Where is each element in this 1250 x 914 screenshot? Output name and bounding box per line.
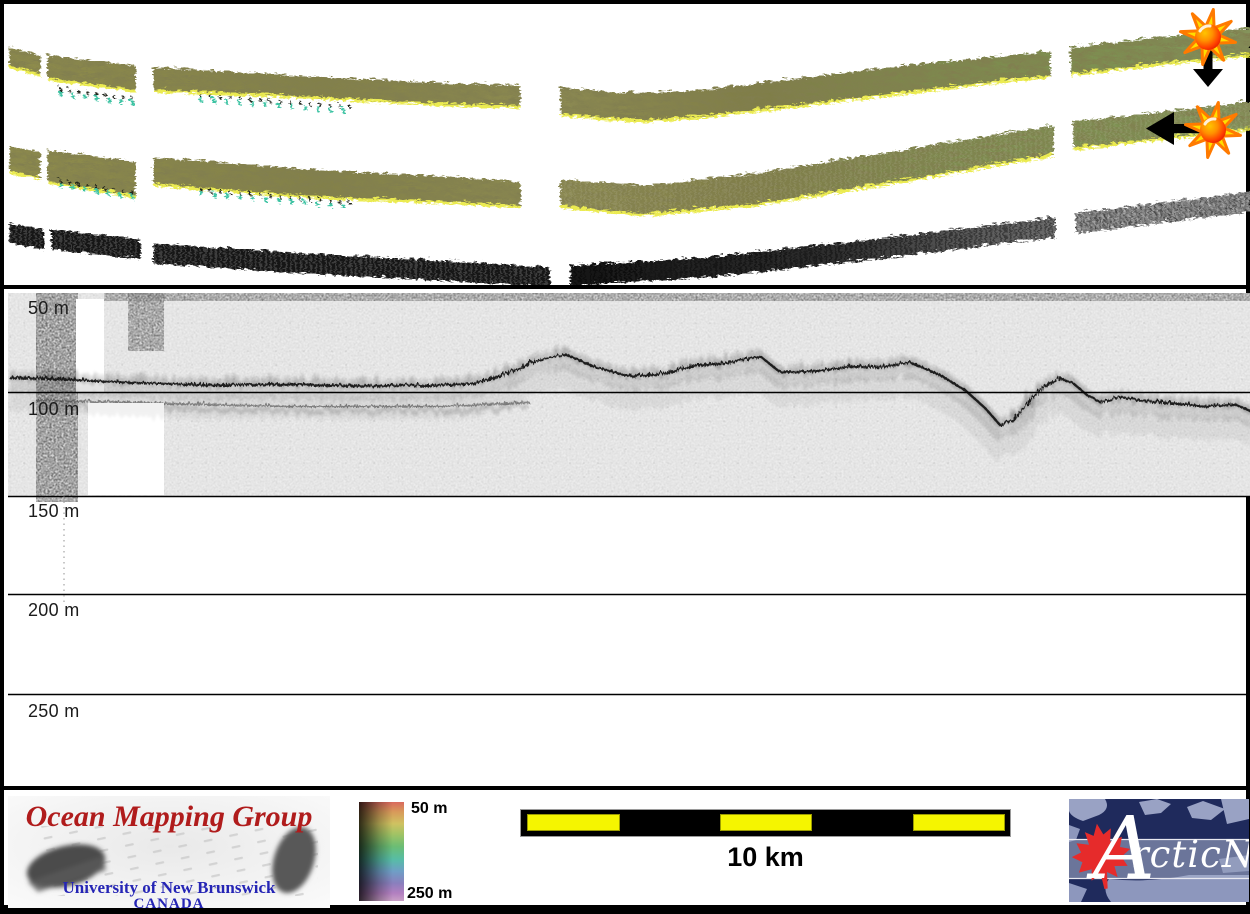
swath-map-graphic — [8, 8, 1250, 286]
scale-bar — [520, 809, 1011, 837]
scale-bar-segment — [913, 814, 1005, 831]
depth-label-50m: 50 m — [28, 298, 70, 318]
sun-illumination-icon-2 — [1146, 95, 1248, 165]
bathymetry-swath-track-2 — [8, 100, 1250, 215]
left-arrow-icon — [1146, 112, 1174, 145]
bathymetry-swath-track-1 — [8, 26, 1250, 121]
arcticnet-initial: A — [1093, 799, 1156, 899]
subbottom-profile-panel: 50 m 100 m 150 m 200 m 250 m — [0, 285, 1250, 790]
swath-map-panel — [0, 0, 1250, 289]
arcticnet-map-background — [1069, 799, 1249, 902]
arcticnet-name: rcticNet — [1131, 833, 1249, 876]
depth-colorbar — [359, 802, 404, 901]
noise-column-2 — [128, 293, 164, 351]
depth-label-200m: 200 m — [28, 600, 80, 620]
data-gap — [88, 403, 164, 495]
sonar-shadow-right — [272, 827, 316, 893]
colorbar-top-label: 50 m — [411, 800, 448, 817]
sun-illumination-icon-1 — [1173, 8, 1243, 87]
depth-label-250m: 250 m — [28, 701, 80, 721]
omg-logo: Ocean Mapping Group University of New Br… — [8, 796, 330, 908]
colorbar-bottom-label: 250 m — [407, 885, 453, 902]
omg-country: CANADA — [133, 896, 205, 908]
depth-gridlines — [8, 391, 1250, 696]
scale-bar-segment — [720, 814, 812, 831]
footer-bar: Ocean Mapping Group University of New Br… — [0, 786, 1250, 914]
sonar-shadow-left — [26, 844, 106, 892]
depth-label-150m: 150 m — [28, 501, 80, 521]
down-arrow-shaft — [1203, 50, 1213, 72]
omg-subtitle: University of New Brunswick — [62, 878, 276, 897]
scale-bar-label: 10 km — [727, 842, 804, 872]
arcticnet-logo: A rcticNet — [1069, 799, 1249, 902]
maple-leaf-icon — [1071, 823, 1131, 889]
omg-title: Ocean Mapping Group — [25, 800, 313, 833]
scale-bar-segment — [527, 814, 620, 831]
depth-label-100m: 100 m — [28, 399, 80, 419]
omg-logo-background — [8, 796, 330, 908]
down-arrow-icon — [1193, 69, 1223, 87]
echogram-graphic — [8, 293, 1250, 696]
